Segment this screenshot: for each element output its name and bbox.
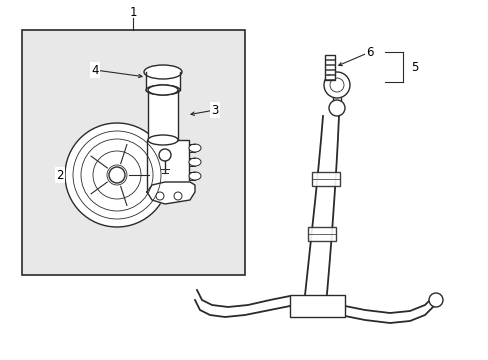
Ellipse shape bbox=[189, 158, 201, 166]
Bar bbox=[289, 295, 345, 317]
Circle shape bbox=[324, 72, 349, 98]
Ellipse shape bbox=[148, 135, 178, 145]
Bar bbox=[146, 72, 180, 90]
Text: 4: 4 bbox=[91, 63, 99, 77]
Circle shape bbox=[174, 192, 182, 200]
Bar bbox=[325, 55, 334, 80]
Bar bbox=[307, 227, 335, 241]
Bar bbox=[147, 140, 189, 192]
Ellipse shape bbox=[143, 65, 182, 79]
Text: 3: 3 bbox=[211, 104, 218, 117]
Circle shape bbox=[109, 167, 125, 183]
Ellipse shape bbox=[189, 172, 201, 180]
Bar bbox=[148, 90, 178, 140]
Circle shape bbox=[328, 100, 345, 116]
Text: 5: 5 bbox=[410, 60, 418, 73]
Bar bbox=[325, 70, 334, 74]
Text: 1: 1 bbox=[129, 5, 137, 18]
Ellipse shape bbox=[148, 85, 178, 95]
Circle shape bbox=[65, 123, 169, 227]
Text: 6: 6 bbox=[366, 45, 373, 59]
Ellipse shape bbox=[146, 85, 180, 95]
Text: 2: 2 bbox=[56, 168, 63, 181]
Bar bbox=[325, 75, 334, 79]
Bar bbox=[325, 55, 334, 59]
Circle shape bbox=[428, 293, 442, 307]
Bar bbox=[22, 30, 244, 275]
Circle shape bbox=[156, 192, 163, 200]
Bar bbox=[325, 65, 334, 69]
Bar bbox=[312, 172, 340, 186]
Ellipse shape bbox=[189, 144, 201, 152]
Circle shape bbox=[159, 149, 171, 161]
Polygon shape bbox=[147, 182, 195, 204]
Bar bbox=[325, 60, 334, 64]
